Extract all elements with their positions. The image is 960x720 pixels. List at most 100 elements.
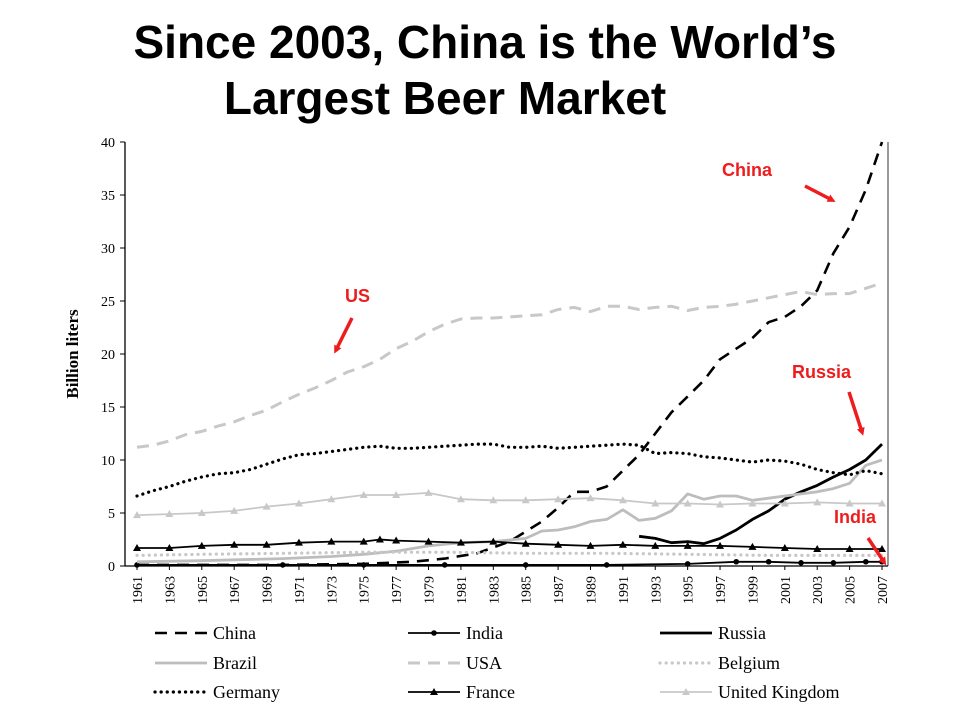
series-line	[137, 141, 884, 567]
series-point	[489, 496, 498, 504]
series-point	[716, 500, 725, 508]
series-point	[554, 495, 563, 503]
series-point	[424, 488, 433, 496]
series-point	[733, 558, 740, 565]
series-point	[748, 499, 757, 507]
series-point	[197, 509, 206, 516]
annotation-us: US	[334, 286, 370, 354]
x-tick-label: 1981	[455, 576, 470, 604]
x-tick-label: 1971	[293, 576, 308, 604]
series-usa	[136, 281, 883, 449]
y-tick-label: 20	[101, 348, 115, 363]
series-point	[133, 543, 141, 551]
legend-label: USA	[466, 653, 502, 673]
annotation-label: US	[345, 286, 370, 306]
y-tick-label: 10	[101, 454, 115, 469]
x-tick-label: 1989	[584, 576, 599, 604]
series-point	[878, 545, 886, 553]
chart-axes: 0 5 10 15 20 25 30 35 40 1961 1963 1965 1967 1969 1971…	[63, 136, 891, 604]
y-tick-label: 30	[101, 242, 115, 257]
series-brazil	[136, 458, 883, 564]
y-tick-label: 0	[108, 560, 115, 575]
annotation-label: China	[722, 160, 773, 180]
x-tick-label: 1977	[390, 576, 405, 604]
series-point	[230, 540, 239, 548]
series-point	[230, 506, 239, 514]
y-tick-label: 40	[101, 136, 115, 151]
x-tick-label: 1973	[325, 576, 340, 604]
x-tick-label: 2001	[779, 576, 794, 604]
x-tick-label: 1991	[617, 576, 632, 604]
series-point	[845, 545, 854, 553]
legend-item: India	[408, 623, 503, 643]
title-line-2: Largest Beer Market	[223, 72, 667, 124]
annotation-label: India	[834, 507, 877, 527]
series-point	[294, 538, 303, 546]
x-tick-label: 2003	[811, 576, 826, 604]
series-point	[603, 562, 610, 568]
series-point	[456, 495, 465, 503]
series-point	[360, 562, 367, 568]
series-point	[651, 499, 660, 507]
x-tick-label: 1987	[552, 576, 567, 604]
series-point	[489, 537, 498, 545]
annotation-russia: Russia	[792, 362, 865, 436]
legend-item: Belgium	[658, 653, 780, 673]
legend-item: China	[155, 623, 256, 643]
series-point	[133, 511, 141, 519]
x-tick-label: 1979	[423, 576, 438, 604]
series-point	[716, 541, 725, 549]
series-point	[392, 536, 401, 544]
legend-label: Belgium	[718, 653, 780, 673]
series-point	[651, 541, 660, 549]
series-point	[262, 540, 271, 548]
series-point	[830, 560, 837, 566]
series-point	[279, 562, 286, 568]
series-point	[845, 499, 854, 507]
series-point	[798, 560, 804, 566]
series-point	[554, 540, 563, 548]
series-point	[197, 541, 206, 549]
legend-label: Russia	[718, 623, 766, 643]
series-united-kingdom	[133, 488, 886, 519]
x-tick-label: 2005	[844, 576, 859, 604]
annotation-arrow	[847, 391, 865, 436]
series-point	[683, 541, 692, 549]
x-tick-label: 1975	[358, 576, 373, 604]
annotation-arrow	[804, 184, 836, 202]
series-line	[638, 443, 883, 546]
legend-item: USA	[408, 653, 502, 673]
series-germany	[135, 442, 884, 498]
legend-label: Germany	[213, 682, 280, 702]
x-tick-label: 1967	[228, 576, 243, 604]
annotation-arrow	[866, 537, 887, 566]
x-tick-label: 1983	[487, 576, 502, 604]
legend-label: Brazil	[213, 653, 257, 673]
series-point	[424, 537, 433, 545]
y-tick-label: 15	[101, 401, 115, 416]
series-point	[683, 499, 692, 507]
annotation-label: Russia	[792, 362, 852, 382]
x-tick-label: 1961	[131, 576, 146, 604]
series-france	[133, 535, 886, 553]
legend-item: Brazil	[155, 653, 257, 673]
series-point	[780, 543, 789, 551]
series-point	[748, 542, 757, 550]
series-china	[137, 141, 884, 567]
series-point	[586, 541, 595, 549]
y-tick-label: 25	[101, 295, 115, 310]
series-point	[327, 495, 336, 503]
legend-marker	[430, 688, 438, 695]
series-point	[618, 540, 627, 548]
legend-marker	[431, 630, 437, 636]
legend-item: United Kingdom	[660, 682, 840, 702]
legend-item: France	[408, 682, 515, 702]
series-point	[586, 494, 595, 502]
series-point	[359, 537, 368, 545]
x-tick-label: 1985	[520, 576, 535, 604]
series-point	[392, 490, 401, 498]
chart-legend: China India Russia Brazil USA Belgium Germany F…	[153, 623, 840, 702]
legend-item: Germany	[153, 682, 280, 702]
legend-label: India	[466, 623, 503, 643]
